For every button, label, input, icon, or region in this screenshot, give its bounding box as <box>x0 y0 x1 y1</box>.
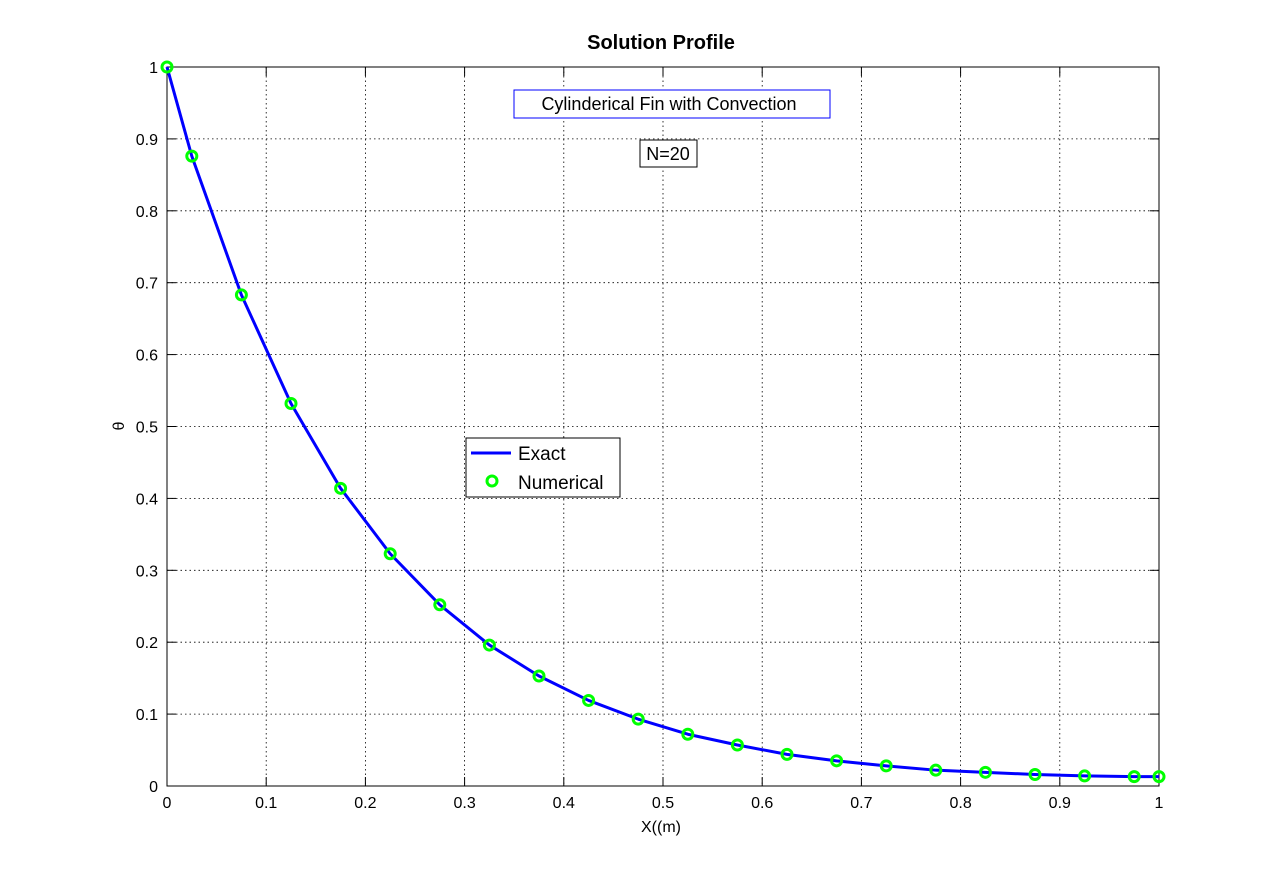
numerical-point <box>284 396 298 410</box>
numerical-point <box>234 288 248 302</box>
y-tick-label: 1 <box>149 60 158 77</box>
annotation-box-title <box>513 89 831 119</box>
numerical-point <box>582 693 596 707</box>
y-tick-label: 0.1 <box>136 707 158 724</box>
numerical-point <box>433 598 447 612</box>
y-tick-label: 0.9 <box>136 132 158 149</box>
numerical-point <box>978 765 992 779</box>
y-tick-label: 0.8 <box>136 204 158 221</box>
x-tick-label: 0.6 <box>751 795 773 812</box>
chart-title: Solution Profile <box>587 32 735 54</box>
y-tick-label: 0.5 <box>136 420 158 437</box>
x-tick-label: 0.5 <box>652 795 674 812</box>
legend-numerical-label: Numerical <box>518 473 604 494</box>
x-tick-label: 0 <box>163 795 172 812</box>
annotation-title: Cylinderical Fin with Convection <box>541 94 796 114</box>
numerical-point <box>730 738 744 752</box>
x-tick-label: 0.7 <box>850 795 872 812</box>
numerical-point <box>334 481 348 495</box>
axes-box <box>166 66 1160 787</box>
y-axis-label: θ <box>111 421 128 430</box>
y-tick-label: 0.3 <box>136 563 158 580</box>
series-layer <box>160 60 1166 784</box>
numerical-point <box>631 712 645 726</box>
grid <box>167 67 1159 786</box>
numerical-point <box>1152 770 1166 784</box>
numerical-point <box>185 149 199 163</box>
x-tick-label: 0.9 <box>1049 795 1071 812</box>
numerical-point <box>532 669 546 683</box>
y-tick-label: 0.7 <box>136 276 158 293</box>
y-tick-label: 0.2 <box>136 635 158 652</box>
annotation-box-n <box>639 139 698 168</box>
numerical-point <box>1078 769 1092 783</box>
y-tick-label: 0.6 <box>136 348 158 365</box>
numerical-point <box>1028 767 1042 781</box>
numerical-point <box>482 638 496 652</box>
legend-exact-label: Exact <box>518 444 566 465</box>
series-exact-line <box>165 66 1159 779</box>
numerical-point <box>929 763 943 777</box>
legend-numerical-marker <box>485 474 499 488</box>
numerical-point <box>160 60 174 74</box>
numerical-point <box>681 727 695 741</box>
numerical-point <box>830 754 844 768</box>
x-tick-label: 0.4 <box>553 795 575 812</box>
annotation-n: N=20 <box>646 144 690 164</box>
y-tick-labels: 0 0.1 0.2 0.3 0.4 0.5 0.6 0.7 0.8 0.9 1 <box>136 60 158 796</box>
numerical-point <box>879 759 893 773</box>
x-tick-label: 0.2 <box>354 795 376 812</box>
numerical-point <box>383 547 397 561</box>
y-tick-label: 0.4 <box>136 491 158 508</box>
x-tick-label: 1 <box>1155 795 1164 812</box>
x-tick-label: 0.3 <box>453 795 475 812</box>
y-tick-label: 0 <box>149 779 158 796</box>
legend: Exact Numerical <box>465 437 621 498</box>
x-axis-label: X((m) <box>641 819 681 836</box>
numerical-point <box>1127 770 1141 784</box>
x-tick-labels: 0 0.1 0.2 0.3 0.4 0.5 0.6 0.7 0.8 0.9 1 <box>163 795 1164 812</box>
x-tick-label: 0.1 <box>255 795 277 812</box>
x-tick-label: 0.8 <box>949 795 971 812</box>
numerical-point <box>780 747 794 761</box>
